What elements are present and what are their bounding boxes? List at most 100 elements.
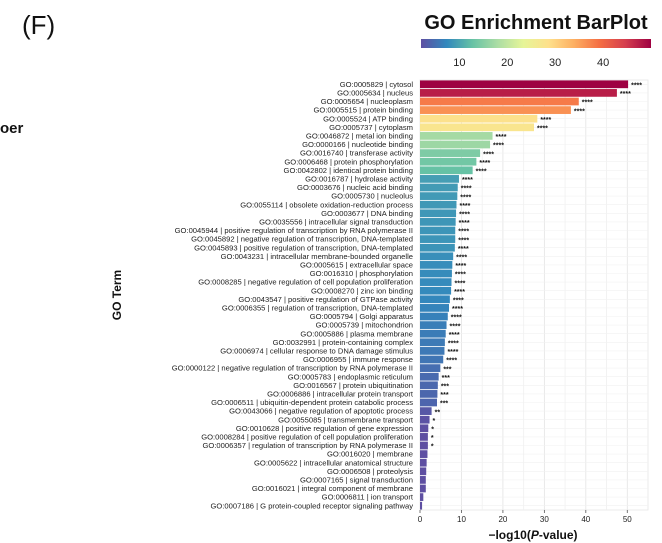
colorbar-tick-label: 40 — [597, 57, 609, 69]
y-axis-label: GO Term — [110, 270, 124, 320]
significance-labels: ****************************************… — [431, 83, 642, 451]
significance-label: **** — [458, 246, 469, 253]
significance-label: * — [431, 444, 434, 451]
significance-label: *** — [440, 392, 448, 399]
category-label: GO:0007165 | signal transduction — [300, 476, 413, 485]
bar — [420, 312, 448, 321]
bar — [420, 450, 428, 458]
bar — [420, 286, 452, 295]
significance-label: **** — [462, 177, 473, 184]
bar — [420, 407, 432, 415]
significance-label: *** — [441, 384, 449, 391]
significance-label: **** — [461, 186, 472, 193]
bar — [420, 467, 427, 476]
x-tick-label: 20 — [498, 515, 507, 524]
category-label: GO:0006508 | proteolysis — [327, 467, 413, 476]
bar — [420, 149, 481, 157]
bar — [420, 415, 430, 424]
significance-label: **** — [459, 203, 470, 210]
category-label: GO:0005515 | protein binding — [314, 106, 414, 115]
bar — [420, 433, 428, 441]
significance-label: **** — [631, 83, 642, 90]
category-label: GO:0016310 | phosphorylation — [310, 269, 413, 278]
category-label: GO:0005524 | ATP binding — [323, 114, 413, 123]
bar — [420, 218, 456, 226]
bar — [420, 132, 493, 140]
significance-label: *** — [442, 375, 450, 382]
category-label: GO:0005829 | cytosol — [340, 80, 414, 89]
bar — [420, 269, 452, 278]
category-label: GO:0005634 | nucleus — [337, 89, 413, 98]
bar — [420, 278, 452, 286]
colorbar-legend: 10 20 30 40 — [421, 39, 651, 69]
x-axis-label-prefix: −log10( — [488, 528, 530, 542]
bar — [420, 192, 458, 200]
significance-label: **** — [582, 100, 593, 107]
category-label: GO:0005886 | plasma membrane — [300, 329, 413, 338]
bar — [420, 364, 441, 372]
x-axis-label-suffix: -value) — [539, 528, 578, 542]
category-label: GO:0035556 | intracellular signal transd… — [259, 218, 413, 227]
bar — [420, 424, 429, 433]
significance-label: **** — [455, 263, 466, 270]
category-label: GO:0000122 | negative regulation of tran… — [172, 364, 413, 373]
significance-label: ** — [435, 409, 441, 416]
x-tick-label: 40 — [581, 515, 590, 524]
x-tick-label: 0 — [418, 515, 423, 524]
bar — [420, 390, 438, 398]
bar — [420, 97, 579, 106]
significance-label: **** — [450, 323, 461, 330]
category-label: GO:0005794 | Golgi apparatus — [310, 312, 413, 321]
significance-label: * — [433, 418, 436, 425]
category-label: GO:0003677 | DNA binding — [321, 209, 413, 218]
category-label: GO:0005783 | endoplasmic reticulum — [288, 372, 413, 381]
bar — [420, 304, 450, 312]
significance-label: **** — [460, 194, 471, 201]
significance-label: **** — [454, 289, 465, 296]
colorbar-tick-label: 20 — [501, 57, 513, 69]
category-label: GO:0043231 | intracellular membrane-boun… — [221, 252, 413, 261]
significance-label: **** — [540, 117, 551, 124]
bar — [420, 295, 450, 304]
significance-label: **** — [493, 143, 504, 150]
category-label: GO:0008270 | zinc ion binding — [311, 286, 413, 295]
bar — [420, 166, 473, 175]
category-label: GO:0055114 | obsolete oxidation-reductio… — [240, 200, 413, 209]
category-label: GO:0008285 | negative regulation of cell… — [198, 278, 413, 287]
category-label: GO:0016740 | transferase activity — [300, 149, 413, 158]
bar — [420, 157, 477, 166]
category-label: GO:0032991 | protein-containing complex — [273, 338, 414, 347]
category-label: GO:0006468 | protein phosphorylation — [284, 157, 413, 166]
panel-label: (F) — [22, 10, 56, 40]
bar — [420, 347, 445, 355]
bar — [420, 338, 445, 347]
category-label: GO:0006955 | immune response — [303, 355, 413, 364]
bar — [420, 209, 457, 218]
bar — [420, 183, 458, 192]
category-label: GO:0005622 | intracellular anatomical st… — [254, 458, 413, 467]
significance-label: **** — [459, 212, 470, 219]
category-label: GO:0010628 | positive regulation of gene… — [236, 424, 413, 433]
bar — [420, 226, 456, 235]
category-label: GO:0042802 | identical protein binding — [284, 166, 413, 175]
bar — [420, 321, 447, 329]
x-axis-label-italic: P — [531, 528, 540, 542]
significance-label: **** — [483, 151, 494, 158]
significance-label: **** — [459, 220, 470, 227]
bar — [420, 355, 444, 364]
significance-label: **** — [455, 280, 466, 287]
significance-label: **** — [446, 358, 457, 365]
category-label: GO:0043066 | negative regulation of apop… — [229, 407, 413, 416]
category-label: GO:0000166 | nucleotide binding — [302, 140, 413, 149]
significance-label: **** — [620, 91, 631, 98]
category-label: GO:0006355 | regulation of transcription… — [222, 304, 413, 313]
bar — [420, 80, 629, 89]
bar — [420, 175, 459, 183]
bar — [420, 372, 439, 381]
significance-label: **** — [476, 169, 487, 176]
x-tick-label: 10 — [457, 515, 466, 524]
category-label: GO:0006511 | ubiquitin-dependent protein… — [211, 398, 413, 407]
colorbar-gradient — [421, 39, 651, 48]
category-label: GO:0005615 | extracellular space — [300, 261, 413, 270]
